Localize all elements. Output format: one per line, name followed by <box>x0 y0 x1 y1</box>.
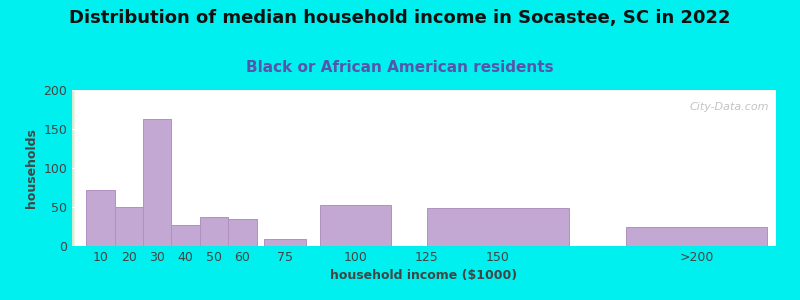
Bar <box>200 217 228 246</box>
Text: Black or African American residents: Black or African American residents <box>246 60 554 75</box>
Y-axis label: households: households <box>25 128 38 208</box>
Bar <box>228 219 257 246</box>
Bar <box>427 208 569 246</box>
X-axis label: household income ($1000): household income ($1000) <box>330 269 518 282</box>
Bar <box>320 206 391 246</box>
Bar <box>143 119 171 246</box>
Text: Distribution of median household income in Socastee, SC in 2022: Distribution of median household income … <box>70 9 730 27</box>
Bar <box>264 239 306 246</box>
Bar <box>86 190 114 246</box>
Bar <box>171 225 200 246</box>
Bar <box>114 207 143 246</box>
Text: City-Data.com: City-Data.com <box>690 103 769 112</box>
Bar <box>626 226 767 246</box>
